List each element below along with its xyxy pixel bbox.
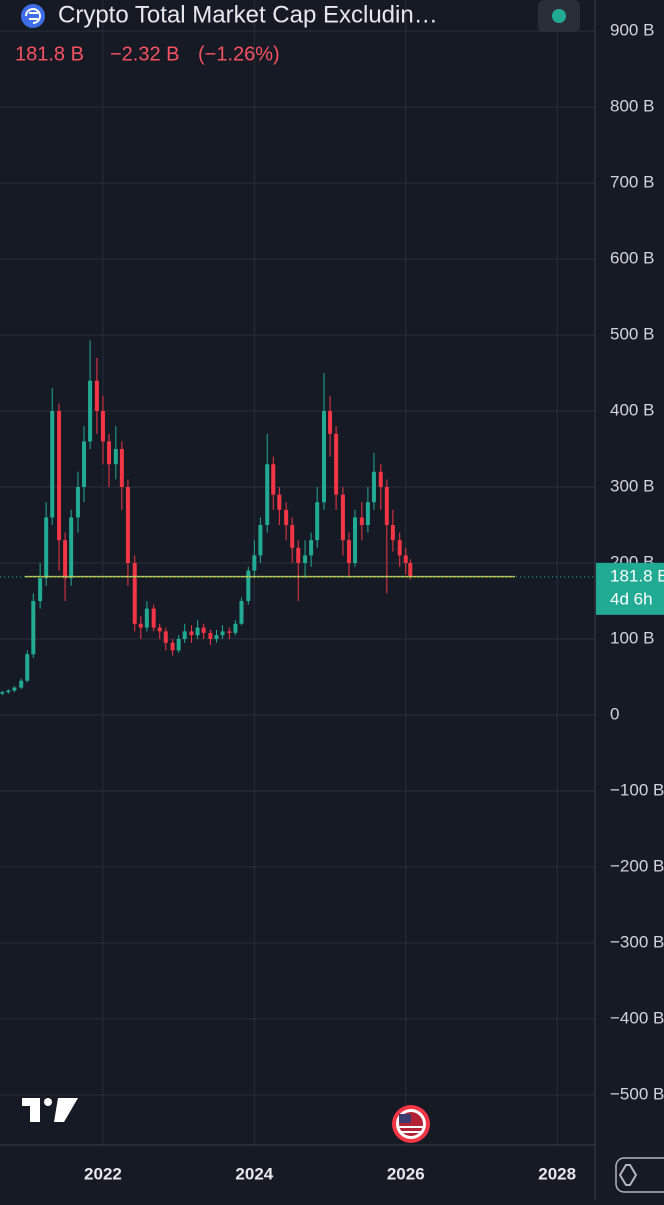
price-change-percent: (−1.26%) xyxy=(198,43,280,65)
x-tick-label: 2026 xyxy=(387,1164,425,1183)
candle-body xyxy=(120,449,124,487)
candle-body xyxy=(398,540,402,555)
event-flag[interactable] xyxy=(392,1105,430,1143)
candle-body xyxy=(258,525,262,555)
candle-body xyxy=(408,563,412,577)
candle-body xyxy=(25,654,29,681)
candle-body xyxy=(246,571,250,601)
price-countdown: 4d 6h xyxy=(610,589,653,608)
candle-body xyxy=(183,631,187,639)
candle-body xyxy=(69,517,73,578)
candle-body xyxy=(233,624,237,633)
y-tick-label: −200 B xyxy=(610,856,664,875)
candle-body xyxy=(126,487,130,563)
candle-body xyxy=(284,510,288,525)
last-price: 181.8 B xyxy=(15,43,84,65)
y-tick-label: 300 B xyxy=(610,477,654,496)
candle-body xyxy=(190,631,194,635)
x-tick-label: 2022 xyxy=(84,1164,122,1183)
candle-body xyxy=(19,681,23,688)
candle-body xyxy=(252,555,256,570)
candle-body xyxy=(107,441,111,464)
candle-body xyxy=(360,517,364,525)
candle-body xyxy=(0,692,4,694)
candle-body xyxy=(57,411,61,540)
candle-body xyxy=(139,624,143,628)
candle-body xyxy=(44,517,48,578)
y-tick-label: −400 B xyxy=(610,1008,664,1027)
candle-body xyxy=(379,472,383,487)
candle-body xyxy=(385,487,389,525)
status-dot xyxy=(552,9,566,23)
candle-body xyxy=(12,688,16,691)
candle-body xyxy=(164,631,168,642)
candle-body xyxy=(38,578,42,601)
candle-body xyxy=(196,628,200,636)
y-tick-label: 900 B xyxy=(610,21,654,40)
y-tick-label: −500 B xyxy=(610,1084,664,1103)
candle-body xyxy=(114,449,118,464)
candle-body xyxy=(158,628,162,632)
candle-body xyxy=(290,525,294,548)
candle-body xyxy=(347,540,351,563)
candle-body xyxy=(227,631,231,633)
y-tick-label: 700 B xyxy=(610,173,654,192)
candle-body xyxy=(309,540,313,555)
x-tick-label: 2024 xyxy=(235,1164,273,1183)
candle-body xyxy=(50,411,54,517)
candle-body xyxy=(133,563,137,624)
candle-body xyxy=(171,643,175,651)
price-tag-label: 181.8 B xyxy=(610,566,664,585)
candle-body xyxy=(328,411,332,434)
candle-body xyxy=(152,609,156,628)
y-tick-label: 100 B xyxy=(610,628,654,647)
candle-body xyxy=(202,628,206,633)
candle-body xyxy=(145,609,149,628)
candle-body xyxy=(296,548,300,563)
candle-body xyxy=(271,464,275,494)
candle-body xyxy=(88,381,92,442)
candle-body xyxy=(95,381,99,411)
x-tick-label: 2028 xyxy=(538,1164,576,1183)
candle-body xyxy=(315,502,319,540)
symbol-icon xyxy=(21,4,45,28)
candle-body xyxy=(366,502,370,525)
candle-body xyxy=(221,631,225,635)
y-tick-label: 400 B xyxy=(610,401,654,420)
candle-body xyxy=(353,517,357,563)
candle-body xyxy=(404,555,408,563)
candle-body xyxy=(322,411,326,502)
candle-body xyxy=(341,495,345,541)
candle-body xyxy=(215,635,219,639)
candle-body xyxy=(6,691,10,693)
candle-body xyxy=(303,555,307,563)
candle-body xyxy=(391,525,395,540)
y-tick-label: −100 B xyxy=(610,780,664,799)
candle-body xyxy=(372,472,376,502)
candle-body xyxy=(76,487,80,517)
candle-body xyxy=(265,464,269,525)
candle-body xyxy=(82,441,86,487)
candle-body xyxy=(208,633,212,639)
candle-body xyxy=(334,434,338,495)
candle-body xyxy=(63,540,67,578)
symbol-title[interactable]: Crypto Total Market Cap Excludin… xyxy=(58,1,438,28)
y-tick-label: 500 B xyxy=(610,325,654,344)
candle-body xyxy=(239,601,243,624)
y-tick-label: 0 xyxy=(610,704,619,723)
y-tick-label: −300 B xyxy=(610,932,664,951)
candle-body xyxy=(177,639,181,650)
price-change: −2.32 B xyxy=(110,43,180,65)
y-tick-label: 800 B xyxy=(610,97,654,116)
candle-body xyxy=(101,411,105,441)
y-tick-label: 600 B xyxy=(610,249,654,268)
candle-body xyxy=(277,495,281,510)
candle-body xyxy=(31,601,35,654)
